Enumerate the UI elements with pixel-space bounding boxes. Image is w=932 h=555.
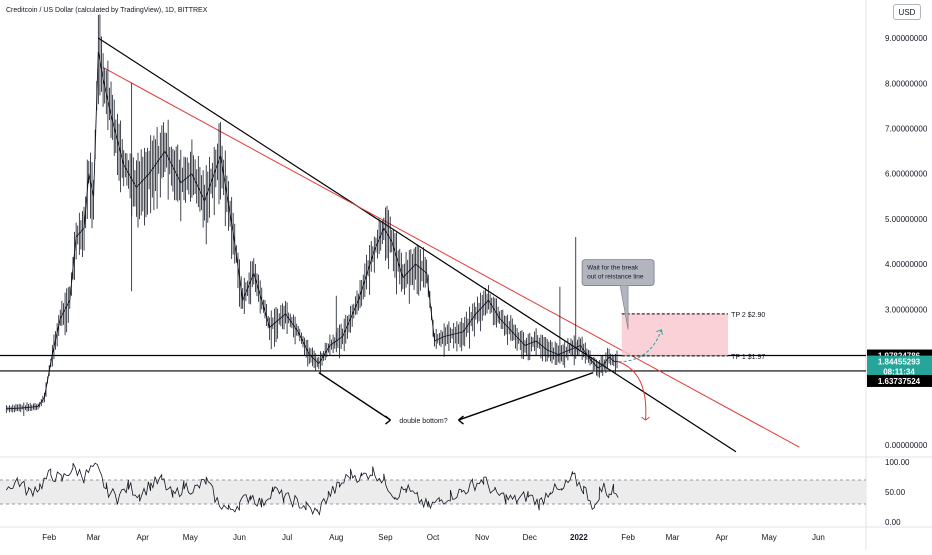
time-tick-label: Sep (378, 533, 393, 542)
price-tick-label: 9.00000000 (885, 34, 928, 43)
chart-title: Creditcoin / US Dollar (calculated by Tr… (6, 7, 208, 14)
tp-zone (621, 313, 729, 356)
time-tick-label: Mar (87, 533, 101, 542)
bullish-arrowhead (656, 329, 663, 335)
time-tick-label: May (183, 533, 198, 542)
time-tick-label: Aug (329, 533, 343, 542)
time-tick-label: Feb (621, 533, 635, 542)
time-tick-label: Nov (475, 533, 489, 542)
price-tick-label: 6.00000000 (885, 170, 928, 179)
time-tick-label: Feb (42, 533, 56, 542)
rsi-line (5, 462, 619, 516)
rsi-band (0, 480, 866, 504)
callout-text: Wait for the break (587, 265, 639, 272)
lower-level-badge-bg (867, 374, 932, 387)
double-bottom-label: double bottom? (399, 418, 447, 425)
time-tick-label: Jun (233, 533, 246, 542)
current-price-badge-text: 1.84455293 (878, 358, 921, 367)
red-resistance-trendline (102, 67, 800, 448)
rsi-tick-label: 100.00 (885, 458, 910, 467)
time-tick-label: Jul (282, 533, 292, 542)
annotations: double bottom? Wait for the break out of r… (318, 259, 765, 425)
price-axis: 9.00000000 8.00000000 7.00000000 6.00000000… (885, 34, 928, 450)
price-tick-label: 0.00000000 (885, 441, 928, 450)
bullish-projection-arrow (618, 329, 662, 363)
rsi-tick-label: 0.00 (885, 518, 901, 527)
current-price-badge-bg (867, 355, 932, 378)
price-tick-label: 8.00000000 (885, 79, 928, 88)
price-tick-label: 3.00000000 (885, 305, 928, 314)
time-axis: Feb Mar Apr May Jun Jul Aug Sep Oct Nov Dec 2022 Feb… (42, 533, 825, 542)
price-tick-label: 4.00000000 (885, 260, 928, 269)
price-series (5, 14, 619, 416)
price-close-line (6, 51, 619, 410)
double-bottom-arrow-right (458, 371, 594, 421)
time-tick-label: Oct (427, 533, 440, 542)
tp1-label: TP 1 $1.97 (731, 354, 765, 361)
callout-text: out of reistance line (587, 274, 644, 281)
time-tick-label: 2022 (570, 533, 588, 542)
time-tick-label: Mar (666, 533, 680, 542)
currency-selector[interactable]: USD (893, 4, 921, 20)
rsi-pane: 100.00 50.00 0.00 (0, 458, 910, 527)
callout-box (581, 259, 655, 287)
lower-level-badge-text: 1.63737524 (878, 377, 921, 386)
tp2-label: TP 2 $2.90 (731, 312, 765, 319)
rsi-tick-label: 50.00 (885, 488, 906, 497)
price-tick-label: 7.00000000 (885, 125, 928, 134)
time-tick-label: Apr (715, 533, 728, 542)
drawings (0, 37, 866, 453)
bearish-projection-arrow (618, 361, 647, 421)
time-tick-label: Dec (523, 533, 537, 542)
time-tick-label: Apr (137, 533, 150, 542)
price-tick-label: 5.00000000 (885, 215, 928, 224)
time-tick-label: Jun (812, 533, 825, 542)
lower-level-badge: 1.63737524 (867, 374, 932, 387)
callout-pointer (619, 285, 629, 330)
current-price-badge-text: 08:11:34 (883, 368, 915, 377)
arrowhead-right (458, 415, 464, 425)
time-tick-label: May (762, 533, 777, 542)
bearish-arrowhead (641, 416, 650, 421)
double-bottom-arrow-left (318, 372, 391, 421)
arrowhead-left (385, 415, 391, 425)
